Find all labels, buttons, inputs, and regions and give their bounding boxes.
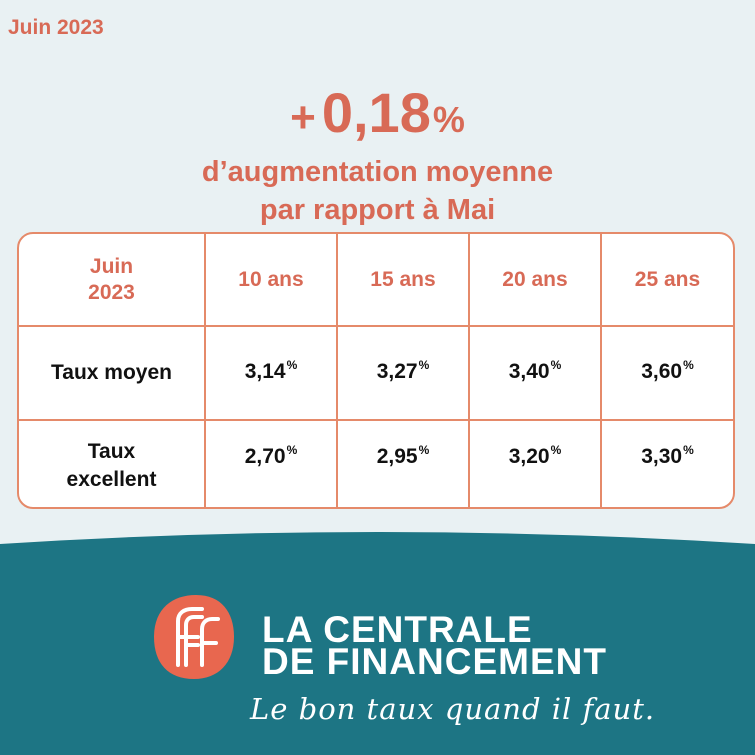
cell-value: 3,20 [508,445,550,468]
table-cell: 3,14% [204,325,338,421]
headline-plus: + [290,93,316,142]
cell-value: 3,27 [376,360,418,383]
cell-percent: % [286,358,298,372]
row-label-text: Taux moyen [51,361,172,384]
cell-value: 3,40 [508,360,550,383]
table-cell: 3,40% [468,325,602,421]
cell-value: 3,14 [244,360,286,383]
table-cell: 3,20% [468,419,602,507]
table-header-row: Juin 2023 10 ans 15 ans 20 ans 25 ans [19,234,733,327]
table-row-taux-moyen: Taux moyen 3,14% 3,27% 3,40% 3,60% [19,325,733,421]
table-corner-cell: Juin 2023 [19,234,206,327]
headline-line-1: d’augmentation moyenne [201,156,554,188]
footer-band [0,528,755,755]
footer-wave-background [0,532,755,755]
column-header-15: 15 ans [336,234,470,327]
rates-table-card: Juin 2023 10 ans 15 ans 20 ans 25 ans Ta… [17,232,735,509]
cell-percent: % [418,443,430,457]
cell-percent: % [286,443,298,457]
headline-line-2: par rapport à Mai [259,194,496,226]
table-cell: 2,95% [336,419,470,507]
brand-name-line-2: DE FINANCEMENT [262,641,607,682]
corner-year: 2023 [88,280,135,304]
cell-percent: % [550,443,562,457]
cell-value: 3,30 [641,445,683,468]
date-label: Juin 2023 [8,16,104,39]
cell-percent: % [683,443,694,457]
row-label-taux-moyen: Taux moyen [19,325,206,421]
lcf-double-f-logo-icon [154,595,234,679]
table-cell: 3,27% [336,325,470,421]
cell-value: 2,95 [376,445,418,468]
row-label-text: Taux [87,440,136,463]
column-header-20: 20 ans [468,234,602,327]
headline-percent: % [432,99,465,140]
cell-percent: % [418,358,430,372]
table-cell: 3,60% [600,325,733,421]
table-cell: 2,70% [204,419,338,507]
row-label-taux-excellent: Taux excellent [19,419,206,507]
cell-percent: % [683,358,694,372]
cell-value: 2,70 [244,445,286,468]
headline-value: 0,18 [321,81,431,144]
headline-rate-change: +0,18% [0,80,755,153]
column-header-10: 10 ans [204,234,338,327]
brand-name-line-1: LA CENTRALE [262,609,533,650]
headline: +0,18% d’augmentation moyenne par rappor… [0,80,755,229]
corner-month: Juin [89,254,134,278]
table-row-taux-excellent: Taux excellent 2,70% 2,95% 3,20% 3,30% [19,419,733,507]
brand-tagline: Le bon taux quand il faut. [250,692,656,726]
row-label-text: excellent [66,468,157,491]
rates-table: Juin 2023 10 ans 15 ans 20 ans 25 ans Ta… [19,234,733,507]
cell-percent: % [550,358,562,372]
cell-value: 3,60 [641,360,683,383]
table-cell: 3,30% [600,419,733,507]
column-header-25: 25 ans [600,234,733,327]
